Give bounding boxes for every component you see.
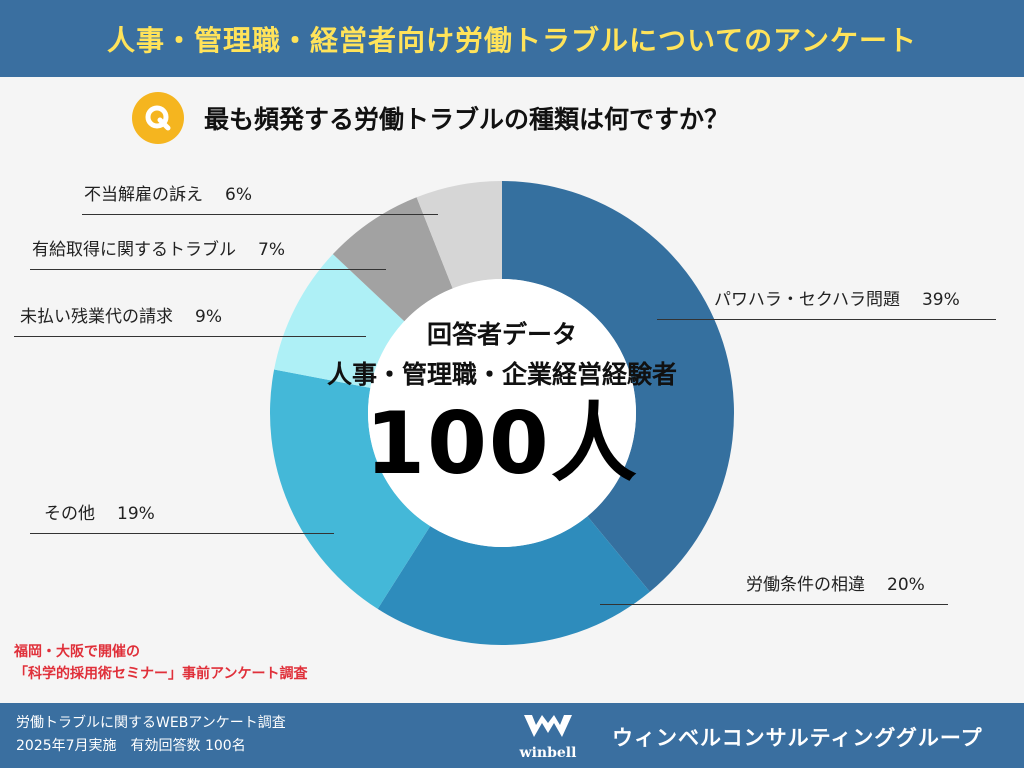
leader-line bbox=[600, 604, 948, 605]
pie-slice bbox=[502, 181, 735, 592]
slice-category: 未払い残業代の請求 bbox=[20, 307, 173, 327]
pie-slice bbox=[269, 369, 431, 609]
pie-slice bbox=[377, 516, 650, 645]
slice-label: 労働条件の相違 20% bbox=[746, 570, 925, 595]
slice-category: 労働条件の相違 bbox=[746, 575, 865, 595]
center-subtitle: 人事・管理職・企業経営経験者 bbox=[326, 360, 677, 389]
footer-banner: 労働トラブルに関するWEBアンケート調査 2025年7月実施 有効回答数 100… bbox=[0, 703, 1024, 768]
slice-category: 有給取得に関するトラブル bbox=[32, 240, 236, 260]
question-row: 最も頻発する労働トラブルの種類は何ですか？ bbox=[132, 92, 729, 144]
slice-category: その他 bbox=[44, 504, 95, 524]
footer-line-1: 労働トラブルに関するWEBアンケート調査 bbox=[16, 715, 286, 731]
slice-label: 有給取得に関するトラブル 7% bbox=[32, 235, 285, 260]
header-banner: 人事・管理職・経営者向け労働トラブルについてのアンケート bbox=[0, 0, 1024, 77]
slice-label: 未払い残業代の請求 9% bbox=[20, 302, 222, 327]
footer-info: 労働トラブルに関するWEBアンケート調査 2025年7月実施 有効回答数 100… bbox=[16, 712, 286, 758]
center-summary: 回答者データ 人事・管理職・企業経営経験者 100人 bbox=[300, 318, 704, 494]
leader-line bbox=[657, 319, 996, 320]
slice-label: 不当解雇の訴え 6% bbox=[84, 180, 252, 205]
pie-slice bbox=[416, 181, 502, 289]
leader-line bbox=[30, 533, 334, 534]
center-title: 回答者データ bbox=[426, 320, 577, 349]
slice-label: その他 19% bbox=[44, 499, 155, 524]
winbell-logo: winbell bbox=[512, 711, 584, 763]
slice-value: 20% bbox=[887, 575, 925, 595]
logo-text: winbell bbox=[519, 745, 577, 761]
leader-line bbox=[14, 336, 366, 337]
slice-value: 39% bbox=[921, 290, 960, 310]
pie-slice bbox=[332, 197, 453, 322]
page-title: 人事・管理職・経営者向け労働トラブルについてのアンケート bbox=[106, 23, 918, 57]
question-text: 最も頻発する労働トラブルの種類は何ですか？ bbox=[204, 105, 730, 134]
slice-category: 不当解雇の訴え bbox=[84, 185, 203, 205]
slice-value: 7% bbox=[258, 240, 285, 260]
donut-hole bbox=[368, 279, 636, 547]
slice-value: 6% bbox=[225, 185, 252, 205]
slice-category: パワハラ・セクハラ問題 bbox=[714, 290, 900, 310]
note-line-2: 「科学的採用術セミナー」事前アンケート調査 bbox=[14, 666, 308, 682]
q-badge bbox=[132, 92, 184, 144]
respondent-count: 100人 bbox=[365, 394, 639, 494]
note-line-1: 福岡・大阪で開催の bbox=[14, 644, 140, 660]
footer-line-2: 2025年7月実施 有効回答数 100名 bbox=[16, 738, 246, 754]
survey-note: 福岡・大阪で開催の 「科学的採用術セミナー」事前アンケート調査 bbox=[14, 641, 307, 685]
pie-slice bbox=[274, 254, 405, 388]
slice-value: 9% bbox=[195, 307, 222, 327]
leader-line bbox=[82, 214, 438, 215]
brand-name: ウィンベルコンサルティンググループ bbox=[612, 726, 983, 750]
leader-line bbox=[30, 269, 386, 270]
slice-value: 19% bbox=[117, 504, 155, 524]
slice-label: パワハラ・セクハラ問題 39% bbox=[714, 285, 960, 310]
q-letter-icon bbox=[145, 105, 171, 131]
bell-icon bbox=[524, 715, 572, 737]
